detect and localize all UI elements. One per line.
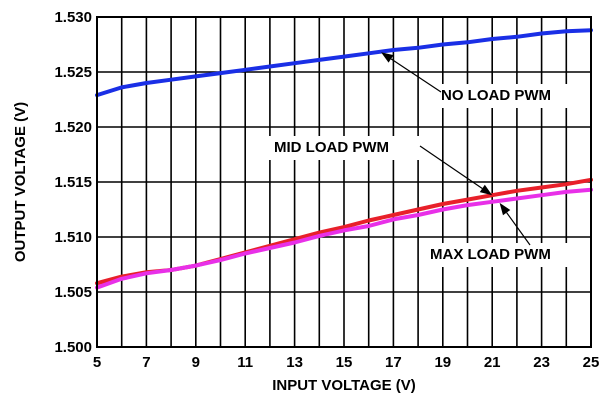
- series-lines: [95, 28, 593, 290]
- annotation-label-no-load-pwm: NO LOAD PWM: [441, 87, 551, 104]
- x-tick-label: 5: [93, 354, 101, 371]
- x-tick-label: 15: [336, 354, 353, 371]
- y-tick-label: 1.505: [54, 284, 92, 301]
- y-tick-label: 1.530: [54, 9, 92, 26]
- y-tick-label: 1.510: [54, 229, 92, 246]
- y-tick-label: 1.515: [54, 174, 92, 191]
- annotation-background-max-load-pwm: [424, 243, 580, 267]
- annotation-leader-max-load-pwm: [506, 212, 531, 246]
- x-tick-label: 21: [484, 354, 501, 371]
- x-tick-label: 9: [192, 354, 200, 371]
- annotation-label-max-load-pwm: MAX LOAD PWM: [430, 246, 551, 263]
- annotation-leader-mid-load-pwm: [419, 145, 483, 189]
- x-axis-title: INPUT VOLTAGE (V): [272, 377, 416, 394]
- annotation-arrowhead-max-load-pwm: [499, 202, 511, 216]
- annotations: NO LOAD PWM MID LOAD PWM MAX LOAD PWM: [268, 52, 580, 267]
- annotation-background-no-load-pwm: [436, 84, 576, 108]
- x-tick-labels: 5 7 9 11 13 15 17 19 21 23 25: [93, 354, 600, 371]
- y-tick-label: 1.500: [54, 339, 92, 356]
- annotation-leader-no-load-pwm: [390, 58, 442, 93]
- x-tick-label: 23: [533, 354, 550, 371]
- annotation-arrowhead-no-load-pwm: [381, 52, 394, 63]
- x-tick-label: 11: [237, 354, 253, 371]
- annotation-label-mid-load-pwm: MID LOAD PWM: [274, 139, 389, 156]
- y-tick-labels: 1.500 1.505 1.510 1.515 1.520 1.525 1.530: [54, 9, 92, 356]
- x-tick-label: 19: [434, 354, 451, 371]
- x-tick-label: 13: [286, 354, 303, 371]
- y-tick-label: 1.525: [54, 64, 92, 81]
- y-tick-label: 1.520: [54, 119, 92, 136]
- plot-frame: [96, 16, 592, 348]
- grid: [97, 17, 591, 347]
- y-axis-title: OUTPUT VOLTAGE (V): [12, 102, 29, 262]
- annotation-background-mid-load-pwm: [268, 136, 420, 160]
- annotation-arrowhead-mid-load-pwm: [479, 184, 493, 196]
- x-tick-label: 7: [142, 354, 150, 371]
- series-line-max-load-pwm: [95, 187, 593, 290]
- series-line-no-load-pwm: [95, 28, 593, 98]
- x-tick-label: 25: [583, 354, 600, 371]
- x-tick-label: 17: [385, 354, 402, 371]
